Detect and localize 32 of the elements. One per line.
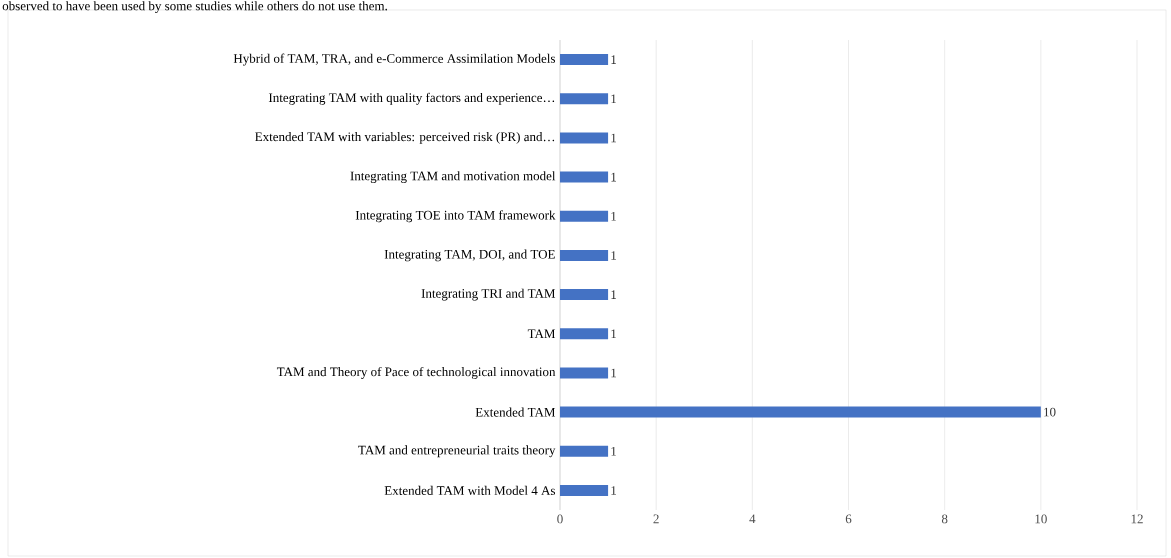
y-tick-label: TAM — [527, 329, 556, 339]
data-label: 1 — [611, 211, 616, 221]
data-label: 1 — [611, 290, 616, 299]
data-label: 1 — [611, 94, 616, 104]
data-label: 1 — [611, 329, 616, 339]
x-tick-label: 4 — [749, 514, 756, 524]
data-label: 10 — [1044, 407, 1056, 417]
y-tick-label: Integrating TAM, DOI, and TOE — [384, 249, 555, 262]
text: observed to have been used by some studies while others do not use them. — [2, 1, 387, 14]
x-tick-label: 12 — [1131, 514, 1143, 524]
y-tick-label: Hybrid of TAM, TRA, and e-Commerce Assimilation Models — [233, 53, 556, 66]
x-tick-label: 10 — [1035, 514, 1047, 524]
x-tick-label: 2 — [653, 514, 659, 524]
data-label: 1 — [611, 133, 616, 143]
x-tick-label: 6 — [845, 514, 852, 524]
y-tick-label: Extended TAM — [475, 407, 556, 417]
data-label: 1 — [611, 446, 616, 456]
y-tick-label: Extended TAM with Model 4 As — [384, 485, 555, 495]
data-label: 1 — [611, 486, 616, 495]
y-tick-label: Integrating TOE into TAM framework — [355, 210, 556, 223]
data-label: 1 — [611, 251, 616, 260]
y-tick-label: TAM and Theory of Pace of technological innovation — [276, 366, 556, 379]
y-tick-label: Integrating TRI and TAM — [421, 288, 556, 301]
y-tick-label: TAM and entrepreneurial traits theory — [358, 445, 556, 458]
y-tick-label: Extended TAM with variables: perceived risk (PR) and… — [255, 132, 555, 144]
data-label: 1 — [611, 172, 616, 182]
data-label: 1 — [611, 55, 616, 64]
x-tick-label: 0 — [557, 514, 563, 524]
y-tick-label: Integrating TAM and motivation model — [350, 171, 556, 183]
data-label: 1 — [611, 368, 616, 378]
y-tick-label: Integrating TAM with quality factors and experience… — [268, 92, 555, 105]
x-tick-label: 8 — [941, 514, 948, 524]
